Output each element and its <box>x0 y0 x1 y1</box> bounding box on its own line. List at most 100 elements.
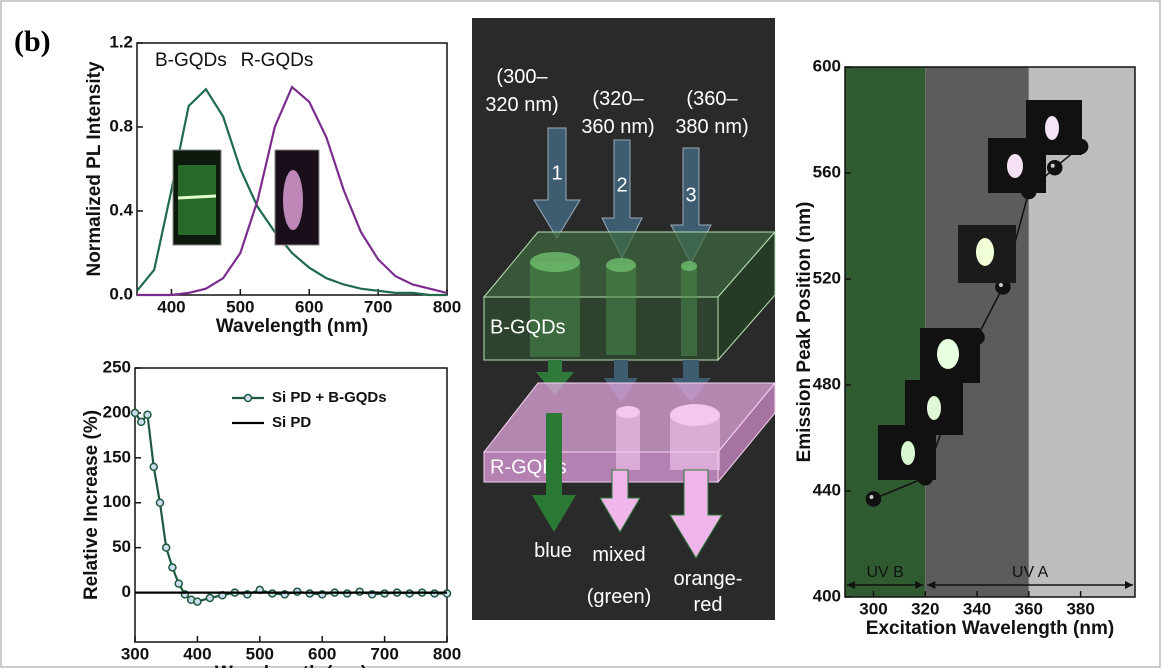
series-label: B-GQDs <box>155 50 227 71</box>
excitation-label: (360– 380 nm) <box>675 88 748 138</box>
y-tick-label: 600 <box>813 56 841 75</box>
x-tick-label: 600 <box>308 644 336 663</box>
x-axis-label: Excitation Wavelength (nm) <box>866 618 1114 639</box>
x-tick-label: 500 <box>246 644 274 663</box>
inset-glow <box>1007 154 1023 178</box>
data-point <box>168 563 177 572</box>
y-tick-label: 0.0 <box>109 284 133 303</box>
absorption-cylinder <box>606 265 636 355</box>
inset-photos <box>878 100 1082 480</box>
arrow-number: 1 <box>551 162 562 184</box>
plot-frame <box>844 66 1136 598</box>
x-tick-label: 800 <box>433 297 461 316</box>
y-tick-label: 1.2 <box>109 32 133 51</box>
absorption-cylinder <box>681 266 697 356</box>
y-tick-label: 400 <box>813 586 841 605</box>
data-point <box>143 410 152 419</box>
series-line <box>136 87 447 297</box>
inset-glow <box>177 194 217 200</box>
arrow-number: 2 <box>616 174 627 196</box>
point-highlight <box>1050 163 1055 168</box>
plot-frame <box>134 367 448 643</box>
x-tick-label: 400 <box>183 644 211 663</box>
y-axis-label: Relative Increase (%) <box>81 410 102 600</box>
y-tick-label: 440 <box>813 480 841 499</box>
panel-label: (b) <box>14 25 51 58</box>
y-tick-label: 0 <box>122 582 131 601</box>
excitation-label: (320– 360 nm) <box>581 88 654 138</box>
arrow-head <box>927 581 936 589</box>
data-point <box>155 498 165 508</box>
data-point <box>1046 159 1063 176</box>
output-arrow <box>599 469 641 533</box>
emission-arrow <box>536 360 574 395</box>
legend-label: Si PD <box>272 414 311 431</box>
y-axis-label: Normalized PL Intensity <box>84 61 105 276</box>
absorption-cylinder <box>681 261 697 271</box>
region <box>1028 67 1135 597</box>
output-label: mixed (green) <box>587 544 651 608</box>
absorption-cylinder <box>530 262 580 357</box>
data-point <box>161 543 171 552</box>
x-tick-label: 700 <box>370 644 398 663</box>
annotation-label: UV B <box>866 564 903 581</box>
output-label: blue <box>534 540 572 562</box>
x-tick-label: 500 <box>226 297 254 316</box>
y-tick-label: 480 <box>813 374 841 393</box>
y-axis-label: Emission Peak Position (nm) <box>794 202 815 463</box>
x-tick-label: 400 <box>157 297 185 316</box>
layer-front <box>483 296 719 361</box>
arrow-head <box>1125 581 1133 589</box>
excitation-label: (300– 320 nm) <box>485 66 558 116</box>
series-label: R-GQDs <box>241 50 314 71</box>
absorption-cylinder <box>530 252 580 272</box>
output-label: orange-red <box>674 568 743 616</box>
arrow-head <box>915 581 924 589</box>
inset-glow <box>927 396 941 420</box>
inset-glow <box>976 238 994 266</box>
data-point <box>865 491 882 507</box>
x-tick-label: 320 <box>911 599 939 618</box>
data-point <box>149 462 158 472</box>
y-tick-label: 0.8 <box>109 116 133 135</box>
y-tick-label: 50 <box>112 537 131 556</box>
point-highlight <box>869 494 874 499</box>
emission-arrow <box>671 360 711 402</box>
data-point <box>174 579 183 588</box>
inset-glow <box>283 170 303 230</box>
series-line <box>137 85 448 297</box>
arrow-head <box>847 581 855 589</box>
absorption-cylinder <box>606 258 636 272</box>
x-tick-label: 340 <box>963 599 991 618</box>
x-tick-label: 800 <box>433 644 461 663</box>
y-tick-label: 250 <box>103 357 131 376</box>
y-tick-label: 0.4 <box>109 200 133 219</box>
excitation-arrow <box>533 127 581 239</box>
y-tick-label: 520 <box>813 268 841 287</box>
plot-frame <box>136 42 448 296</box>
x-tick-label: 360 <box>1015 599 1043 618</box>
x-tick-label: 600 <box>295 297 323 316</box>
y-tick-label: 200 <box>103 402 131 421</box>
x-tick-label: 700 <box>364 297 392 316</box>
inset-glow <box>1045 116 1059 140</box>
inset-glow <box>937 339 959 369</box>
data-point <box>193 597 202 606</box>
annotation-label: UV A <box>1012 564 1049 581</box>
x-axis-label: Wavelength (nm) <box>216 316 368 337</box>
absorption-cylinder <box>616 412 640 470</box>
point-highlight <box>998 282 1003 287</box>
inset-glow <box>901 441 915 465</box>
output-arrow <box>669 469 723 559</box>
y-tick-label: 150 <box>103 447 131 466</box>
x-tick-label: 380 <box>1066 599 1094 618</box>
layer-label: B-GQDs <box>490 316 566 338</box>
inset-glow <box>178 165 216 235</box>
arrow-number: 3 <box>685 184 696 206</box>
x-axis-label: Wavelength (nm) <box>215 663 367 668</box>
region <box>845 67 926 597</box>
output-arrow <box>532 413 576 532</box>
legend-label: Si PD + B-GQDs <box>272 389 387 406</box>
data-point <box>130 408 140 418</box>
